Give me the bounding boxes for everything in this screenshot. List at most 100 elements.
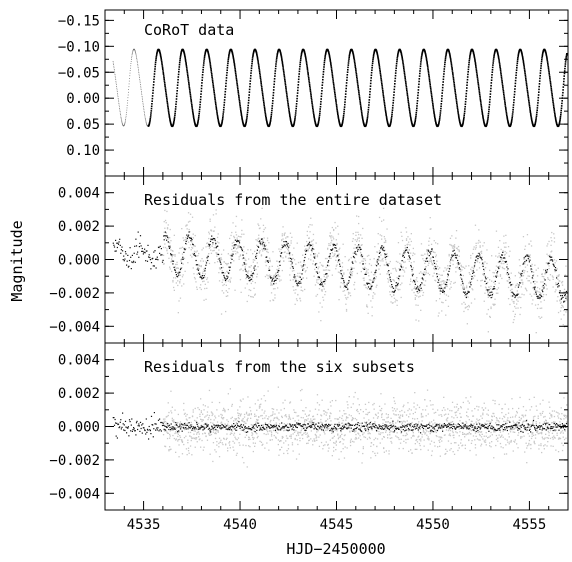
raw-residual-point (177, 284, 179, 287)
light-curve-point (214, 98, 216, 101)
light-curve-point (183, 51, 185, 54)
light-curve-point (281, 59, 283, 62)
binned-residual-point (491, 294, 493, 296)
raw-residual-point (439, 267, 441, 269)
raw-residual-point (302, 290, 304, 292)
raw-residual-point (542, 281, 544, 283)
light-curve-point (369, 82, 372, 85)
raw-residual-point (203, 409, 205, 411)
light-curve-point (464, 103, 467, 105)
binned-residual-point (339, 263, 341, 265)
light-curve-point (482, 114, 484, 117)
light-curve-point (159, 52, 161, 54)
light-curve-point (225, 85, 227, 87)
light-curve-point (248, 94, 250, 96)
raw-residual-point (189, 231, 191, 233)
light-curve-point (499, 66, 501, 68)
raw-residual-point (530, 269, 532, 271)
binned-residual-point (355, 253, 357, 255)
raw-residual-point (522, 275, 524, 277)
raw-residual-point (314, 253, 316, 255)
raw-residual-point (217, 245, 219, 247)
raw-residual-point (366, 305, 368, 308)
light-curve-point (209, 61, 211, 64)
raw-residual-point (253, 266, 255, 268)
light-curve-point (197, 122, 199, 124)
raw-residual-point (532, 299, 534, 301)
light-curve-point (474, 59, 476, 61)
raw-residual-point (524, 263, 526, 265)
binned-residual-point (300, 282, 302, 284)
binned-residual-point (406, 246, 408, 249)
raw-residual-point (169, 268, 171, 270)
raw-residual-point (489, 316, 491, 318)
binned-residual-point (438, 279, 440, 281)
light-curve-point (128, 80, 130, 82)
binned-residual-point (294, 276, 296, 278)
light-curve-point (370, 77, 372, 79)
light-curve-point (409, 115, 412, 118)
raw-residual-point (304, 264, 306, 266)
raw-residual-point (437, 285, 439, 287)
light-curve-point (562, 91, 564, 94)
raw-residual-point (341, 262, 344, 264)
light-curve-point (442, 78, 445, 81)
binned-residual-point (183, 251, 185, 253)
light-curve-point (483, 122, 485, 124)
binned-residual-point (380, 246, 382, 248)
binned-residual-point (477, 257, 479, 260)
light-curve-point (189, 95, 192, 98)
raw-residual-point (199, 287, 201, 289)
raw-residual-point (554, 262, 556, 264)
light-curve-point (272, 89, 275, 91)
raw-residual-point (169, 266, 171, 268)
binned-residual-point (346, 286, 348, 288)
raw-residual-point (555, 284, 557, 286)
light-curve-point (477, 85, 480, 87)
light-curve-point (419, 67, 422, 70)
binned-residual-point (564, 294, 566, 296)
raw-residual-point (552, 278, 554, 280)
raw-residual-point (321, 306, 323, 308)
light-curve-point (426, 60, 428, 63)
raw-residual-point (197, 264, 199, 267)
raw-residual-point (193, 273, 195, 275)
raw-residual-point (202, 419, 204, 421)
binned-residual-point (220, 267, 223, 269)
raw-residual-point (185, 224, 188, 226)
light-curve-point (373, 51, 375, 54)
raw-residual-point (335, 239, 337, 241)
raw-residual-point (395, 286, 397, 289)
binned-residual-point (281, 247, 283, 249)
light-curve-point (151, 103, 153, 105)
light-curve-point (371, 64, 374, 67)
binned-residual-point (384, 253, 386, 255)
raw-residual-point (349, 277, 352, 279)
raw-residual-point (522, 269, 525, 271)
raw-residual-point (191, 415, 194, 418)
raw-residual-point (435, 263, 437, 265)
raw-residual-point (559, 310, 562, 312)
light-curve-point (497, 54, 500, 57)
light-curve-point (381, 86, 384, 88)
light-curve-point (222, 109, 225, 111)
light-curve-point (149, 116, 152, 118)
light-curve-point (139, 82, 141, 84)
raw-residual-point (189, 425, 192, 427)
raw-residual-point (230, 257, 232, 259)
light-curve-point (433, 115, 436, 117)
light-curve-point (313, 115, 315, 117)
raw-residual-point (177, 440, 179, 442)
raw-residual-point (315, 271, 317, 273)
raw-residual-point (441, 301, 443, 303)
binned-residual-point (472, 272, 474, 274)
light-curve-point (523, 69, 526, 71)
raw-residual-point (243, 233, 245, 235)
raw-residual-point (472, 252, 474, 255)
binned-residual-point (558, 285, 560, 287)
light-curve-point (286, 96, 288, 98)
light-curve-point (210, 71, 213, 73)
raw-residual-point (539, 307, 541, 309)
light-curve-point (490, 87, 492, 90)
raw-residual-point (429, 228, 431, 230)
